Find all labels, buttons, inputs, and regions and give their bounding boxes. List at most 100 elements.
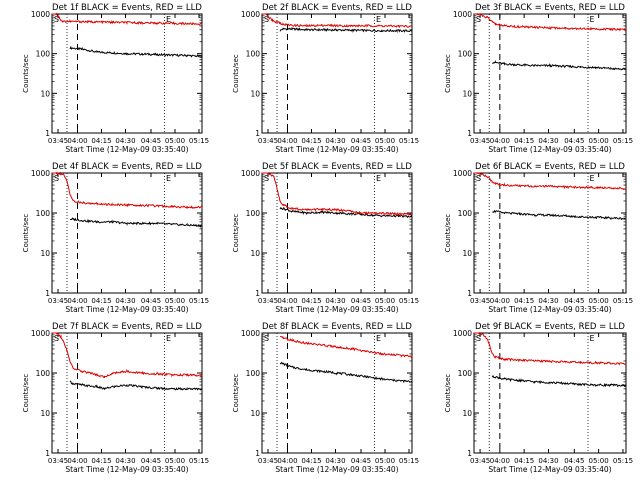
y-tick-label: 100 [246, 50, 261, 59]
series-line-events [69, 217, 203, 228]
x-tick-label: 05:00 [165, 457, 185, 465]
chart-title: Det 2f BLACK = Events, RED = LLD [262, 3, 412, 13]
x-tick-label: 05:00 [375, 297, 395, 305]
start-marker: S [54, 15, 59, 24]
plot-frame [473, 13, 627, 134]
x-tick-label: 04:30 [325, 297, 345, 305]
start-marker: S [264, 174, 269, 183]
y-tick-label: 1 [45, 449, 50, 458]
end-marker: E [166, 174, 171, 183]
x-tick-label: 04:15 [301, 457, 321, 465]
x-tick-label: 04:45 [351, 297, 371, 305]
x-axis-label: Start Time (12-May-09 03:35:40) [65, 145, 188, 154]
end-marker: E [166, 15, 171, 24]
y-tick-label: 10 [40, 89, 50, 98]
series-line-events [491, 374, 627, 388]
plot-frame [261, 13, 413, 134]
x-tick-label: 04:45 [141, 137, 161, 145]
y-tick-label: 1000 [453, 10, 472, 19]
x-tick-label: 05:00 [165, 137, 185, 145]
start-marker: S [264, 334, 269, 343]
x-tick-label: 04:15 [301, 137, 321, 145]
x-tick-label: 04:00 [277, 137, 297, 145]
series-line-events [279, 27, 413, 34]
y-tick-label: 1 [255, 129, 260, 138]
y-tick-label: 10 [40, 249, 50, 258]
x-tick-label: 05:00 [589, 137, 609, 145]
chart-title: Det 3f BLACK = Events, RED = LLD [475, 3, 625, 13]
x-tick-label: 04:30 [538, 457, 558, 465]
plot-frame [473, 332, 627, 454]
y-axis-label: Counts/sec [444, 374, 452, 413]
series-line-events [492, 209, 627, 221]
x-tick-label: 04:00 [67, 297, 87, 305]
start-marker: S [476, 334, 481, 343]
y-tick-label: 1000 [31, 10, 50, 19]
x-tick-label: 04:45 [564, 137, 584, 145]
end-marker: E [376, 15, 381, 24]
x-tick-label: 05:15 [399, 457, 419, 465]
plot-frame [51, 13, 203, 134]
y-tick-label: 10 [250, 409, 260, 418]
end-marker: E [376, 174, 381, 183]
plot-frame [473, 172, 627, 294]
x-axis-label: Start Time (12-May-09 03:35:40) [275, 465, 398, 474]
x-tick-label: 04:45 [141, 457, 161, 465]
y-tick-label: 100 [36, 369, 51, 378]
y-axis-label: Counts/sec [22, 374, 30, 413]
y-tick-label: 1000 [453, 329, 472, 338]
y-tick-label: 1000 [241, 169, 260, 178]
plot-frame [51, 172, 203, 294]
start-marker: S [264, 15, 269, 24]
x-tick-label: 03:45 [470, 297, 490, 305]
x-tick-label: 03:45 [258, 297, 278, 305]
x-tick-label: 04:30 [115, 297, 135, 305]
series-line-events [69, 45, 203, 58]
y-tick-label: 1 [255, 449, 260, 458]
x-axis-label: Start Time (12-May-09 03:35:40) [275, 305, 398, 314]
x-tick-label: 04:45 [351, 457, 371, 465]
y-tick-label: 100 [246, 209, 261, 218]
x-tick-label: 03:45 [470, 457, 490, 465]
end-marker: E [590, 15, 595, 24]
series-line-lld [474, 13, 627, 32]
end-marker: E [166, 334, 171, 343]
chart-title: Det 8f BLACK = Events, RED = LLD [262, 322, 412, 332]
series-line-events [492, 59, 627, 71]
x-axis-label: Start Time (12-May-09 03:35:40) [65, 465, 188, 474]
series-line-events [279, 206, 413, 219]
series-line-events [279, 361, 413, 384]
x-tick-label: 04:15 [514, 297, 534, 305]
y-tick-label: 1 [45, 129, 50, 138]
y-tick-label: 1000 [241, 10, 260, 19]
x-tick-label: 04:30 [538, 297, 558, 305]
x-axis-label: Start Time (12-May-09 03:35:40) [65, 305, 188, 314]
y-tick-label: 100 [36, 209, 51, 218]
y-axis-label: Counts/sec [232, 54, 240, 93]
start-marker: S [476, 15, 481, 24]
x-tick-label: 04:00 [490, 297, 510, 305]
x-tick-label: 04:00 [67, 457, 87, 465]
x-tick-label: 05:15 [613, 297, 633, 305]
y-tick-label: 10 [462, 249, 472, 258]
x-tick-label: 04:00 [67, 137, 87, 145]
y-tick-label: 10 [250, 89, 260, 98]
series-line-lld [52, 332, 203, 379]
x-tick-label: 05:15 [399, 297, 419, 305]
chart-title: Det 5f BLACK = Events, RED = LLD [262, 162, 412, 172]
x-tick-label: 05:15 [613, 137, 633, 145]
y-tick-label: 1 [467, 129, 472, 138]
x-tick-label: 04:15 [514, 457, 534, 465]
series-line-events [69, 380, 203, 391]
x-tick-label: 03:45 [48, 137, 68, 145]
chart-title: Det 9f BLACK = Events, RED = LLD [475, 322, 625, 332]
chart-title: Det 7f BLACK = Events, RED = LLD [52, 322, 202, 332]
end-marker: E [376, 334, 381, 343]
x-tick-label: 04:45 [141, 297, 161, 305]
y-tick-label: 1 [467, 289, 472, 298]
x-tick-label: 04:00 [490, 457, 510, 465]
